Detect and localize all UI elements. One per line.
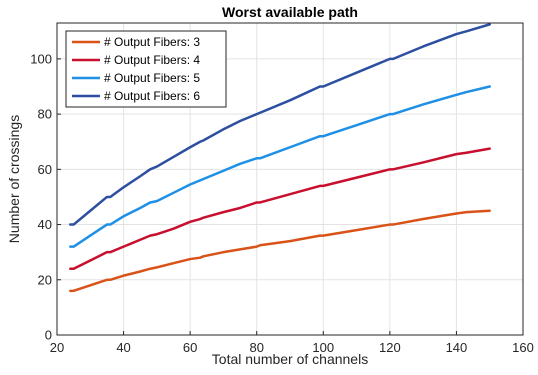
legend-box <box>65 30 227 108</box>
y-tick-label: 80 <box>38 107 52 122</box>
x-tick-label: 80 <box>249 340 263 355</box>
legend-label: # Output Fibers: 4 <box>104 53 200 67</box>
series-lines <box>69 23 491 293</box>
x-tick-label: 100 <box>312 340 334 355</box>
legend-label: # Output Fibers: 3 <box>104 35 200 49</box>
plot-frame <box>56 22 524 336</box>
x-axis-label: Total number of channels <box>212 351 368 367</box>
series-line <box>69 85 491 248</box>
y-tick-label: 100 <box>30 51 52 66</box>
x-tick-label: 40 <box>116 340 130 355</box>
y-tick-label: 20 <box>38 272 52 287</box>
legend-label: # Output Fibers: 5 <box>104 71 200 85</box>
series-line <box>69 209 491 293</box>
y-tick-label: 0 <box>45 328 52 343</box>
series-line <box>69 23 491 226</box>
y-tick-label: 40 <box>38 217 52 232</box>
chart-title: Worst available path <box>222 4 358 20</box>
series-line <box>69 147 491 270</box>
x-tick-label: 140 <box>446 340 468 355</box>
legend: # Output Fibers: 3 # Output Fibers: 4 # Ou… <box>65 30 227 108</box>
x-tick-label: 160 <box>512 340 534 355</box>
y-axis-label: Number of crossings <box>6 115 22 243</box>
legend-label: # Output Fibers: 6 <box>104 89 200 103</box>
x-tick-label: 20 <box>50 340 64 355</box>
y-tick-label: 60 <box>38 162 52 177</box>
x-tick-label: 60 <box>183 340 197 355</box>
x-tick-label: 120 <box>379 340 401 355</box>
